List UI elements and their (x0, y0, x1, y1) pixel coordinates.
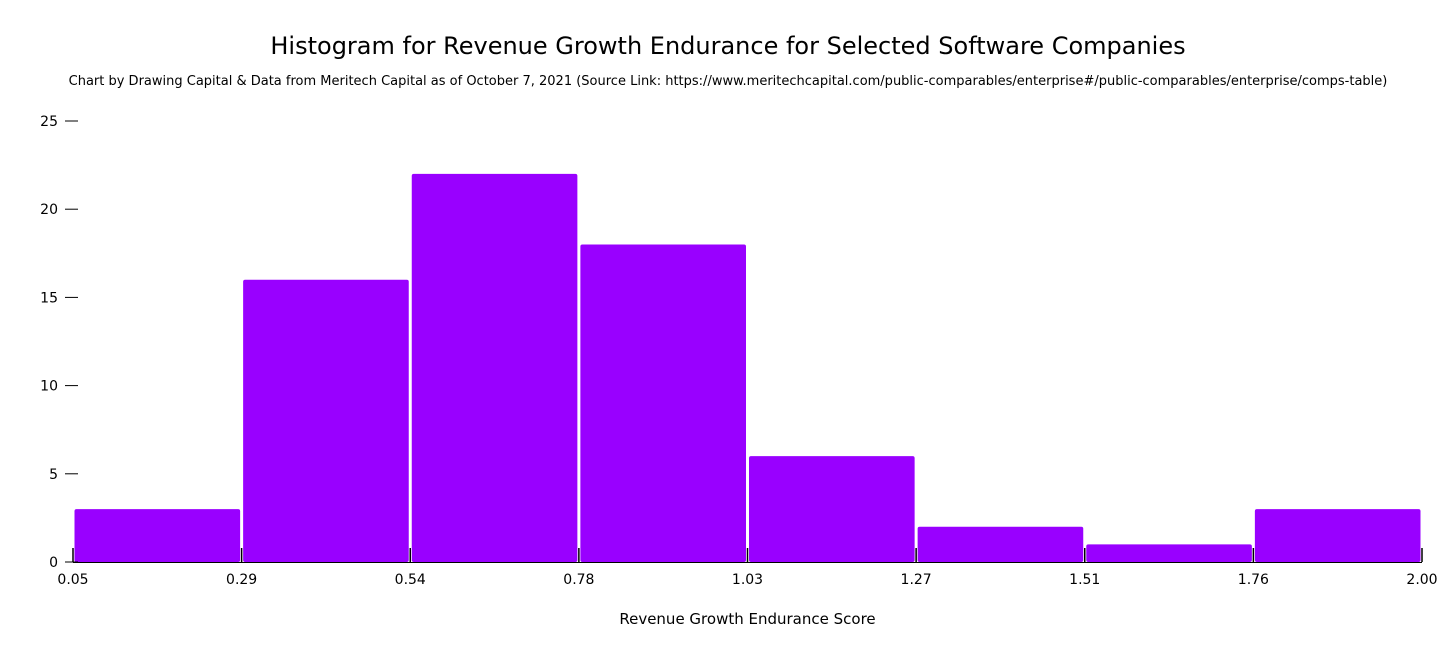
bars-group (74, 173, 1421, 563)
histogram-bar (411, 173, 578, 563)
x-axis-title: Revenue Growth Endurance Score (619, 610, 875, 628)
x-tick-label: 0.05 (57, 572, 88, 588)
x-tick-label: 0.78 (563, 572, 594, 588)
x-tick-label: 1.76 (1238, 572, 1269, 588)
histogram-bar (749, 456, 915, 562)
y-tick-label: 25 (40, 114, 58, 130)
x-tick-label: 2.00 (1406, 572, 1437, 588)
y-tick-label: 5 (49, 467, 58, 483)
x-tick-label: 1.51 (1069, 572, 1100, 588)
x-tick-label: 0.54 (395, 572, 426, 588)
y-tick-label: 15 (40, 290, 58, 306)
x-tick-label: 1.27 (901, 572, 932, 588)
x-tick-label: 1.03 (732, 572, 763, 588)
histogram-bar (74, 509, 241, 562)
y-tick-label: 0 (49, 555, 58, 571)
y-axis: 0 5 10 15 20 25 (40, 114, 78, 571)
histogram-bar (580, 244, 746, 563)
histogram-bar (243, 279, 409, 562)
x-tick-label: 0.29 (226, 572, 257, 588)
chart-subtitle: Chart by Drawing Capital & Data from Mer… (68, 74, 1388, 89)
histogram-bar (1254, 509, 1421, 562)
chart-title: Histogram for Revenue Growth Endurance f… (270, 32, 1186, 60)
histogram-bar (917, 526, 1084, 562)
histogram-bar (1086, 544, 1252, 562)
y-tick-label: 10 (40, 379, 58, 395)
x-axis: 0.05 0.29 0.54 0.78 1.03 1.27 1.51 1.76 2.00 (57, 548, 1438, 588)
y-tick-label: 20 (40, 202, 58, 218)
